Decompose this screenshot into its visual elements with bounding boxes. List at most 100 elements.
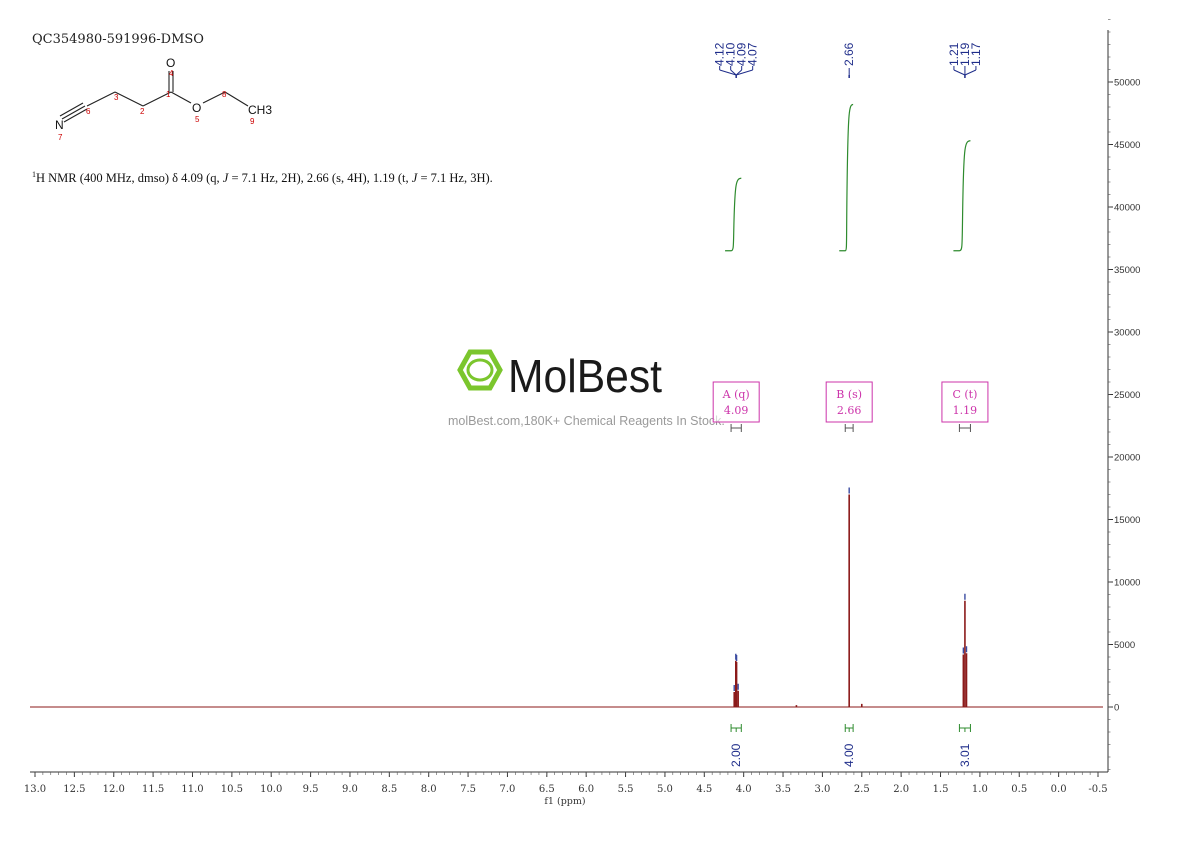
x-tick-label: 7.0	[499, 784, 515, 795]
summary-prefix: H NMR (400 MHz, dmso) δ 4.09 (q,	[36, 171, 223, 186]
peak-label-leader	[736, 69, 753, 76]
nmr-summary: 1H NMR (400 MHz, dmso) δ 4.09 (q, J = 7.…	[32, 170, 493, 186]
x-tick-label: 7.5	[460, 784, 476, 795]
peak-label: 4.12	[713, 42, 727, 66]
integral-curve	[953, 140, 971, 252]
x-tick-label: 13.0	[24, 784, 46, 795]
peak-label: 1.19	[958, 42, 972, 66]
atom-number: 5	[195, 115, 200, 124]
multiplet-box	[825, 381, 873, 423]
x-tick-label: 0.0	[1051, 784, 1067, 795]
multiplet-label: B (s)	[836, 388, 862, 401]
atom-number: 4	[169, 69, 174, 78]
peak-label-leader	[964, 69, 977, 76]
x-tick-label: 12.0	[103, 784, 125, 795]
atom-number: 3	[114, 93, 119, 102]
atom-number: 7	[58, 133, 63, 142]
peak-label: 1.17	[969, 42, 983, 66]
logo-hexagon-icon	[457, 349, 503, 391]
peak-label: 2.66	[842, 42, 856, 66]
x-tick-label: 1.5	[933, 784, 949, 795]
multiplet-boxes: A (q) 4.09 B (s) 2.66 C (t) 1.19	[712, 381, 989, 432]
x-tick-label: 9.0	[342, 784, 358, 795]
x-tick-label: 11.0	[181, 784, 203, 795]
multiplet-label: C (t)	[952, 388, 977, 401]
nucleus-mass-number: 1	[32, 170, 36, 179]
x-tick-label: 3.0	[814, 784, 830, 795]
peak-label-leader	[730, 69, 737, 76]
peak-label-leader	[953, 69, 966, 76]
x-tick-label: 5.5	[618, 784, 634, 795]
axes: 13.0 12.5 12.0 11.5 11.0 10.5 10.0 9.5 9.0 8.5 8.0…	[24, 19, 1140, 807]
atom-o-ester-label: O	[192, 101, 201, 115]
logo-wordmark: MolBest	[508, 350, 662, 402]
molbest-logo: MolBest	[457, 349, 662, 402]
atom-number: 9	[250, 117, 255, 126]
x-tick-label: 12.5	[63, 784, 85, 795]
peak-label: 4.10	[724, 42, 738, 66]
y-tick-label: 5000	[1114, 640, 1135, 651]
x-tick-label: 9.5	[303, 784, 319, 795]
x-tick-label: 2.5	[854, 784, 870, 795]
x-tick-label: 10.5	[221, 784, 243, 795]
x-tick-label: -0.5	[1088, 784, 1107, 795]
x-tick-label: 4.0	[736, 784, 752, 795]
x-tick-label: 2.0	[893, 784, 909, 795]
peak-label: 1.21	[947, 42, 961, 66]
peak-labels: 4.124.104.094.07 2.66 1.211.191.17	[713, 42, 983, 78]
y-tick-label: 20000	[1114, 453, 1140, 464]
peak-label: 4.07	[746, 42, 760, 66]
summary-mid-2: = 7.1 Hz, 3H).	[417, 171, 493, 186]
x-tick-label: 5.0	[657, 784, 673, 795]
x-axis-title: f1 (ppm)	[544, 796, 585, 807]
x-tick-label: 3.5	[775, 784, 791, 795]
y-tick-label: 40000	[1114, 203, 1140, 214]
peak-label: 4.09	[735, 42, 749, 66]
x-tick-label: 11.5	[142, 784, 164, 795]
y-tick-label: 30000	[1114, 328, 1140, 339]
integral-curve	[725, 177, 742, 252]
y-tick-label: 45000	[1114, 140, 1140, 151]
multiplet-box	[712, 381, 760, 423]
coupling-symbol-2: J	[411, 171, 418, 186]
multiplet-label: A (q)	[722, 388, 750, 401]
y-tick-label: 50000	[1114, 78, 1140, 89]
x-tick-label: 0.5	[1011, 784, 1027, 795]
y-tick-label: 15000	[1114, 515, 1140, 526]
x-tick-label: 10.0	[260, 784, 282, 795]
multiplet-shift: 1.19	[953, 404, 978, 417]
spectrum-peaks	[30, 487, 1103, 708]
logo-ring-icon	[466, 358, 494, 382]
x-tick-label: 1.0	[972, 784, 988, 795]
multiplet-shift: 4.09	[724, 404, 749, 417]
atom-ch3-label: CH3	[248, 103, 272, 117]
multiplet-box	[941, 381, 989, 423]
coupling-symbol-1: J	[222, 171, 229, 186]
integral-value: 3.01	[958, 743, 972, 767]
y-tick-label: 25000	[1114, 390, 1140, 401]
peak-label-leader	[735, 69, 743, 76]
y-tick-label: 10000	[1114, 578, 1140, 589]
atom-number: 1	[166, 90, 171, 99]
multiplet-shift: 2.66	[837, 404, 862, 417]
x-tick-label: 6.0	[578, 784, 594, 795]
integral-curves: 2.00 4.00 3.01	[725, 103, 972, 767]
chemical-structure: N 7 6 3 2 1 O 4 O 5 8 CH3 9	[55, 56, 272, 142]
x-tick-label: 8.0	[421, 784, 437, 795]
y-tick-label: 35000	[1114, 265, 1140, 276]
x-tick-label: 6.5	[539, 784, 555, 795]
peak-label-leader	[719, 69, 737, 76]
integral-curve	[839, 103, 854, 252]
atom-number: 6	[86, 107, 91, 116]
integral-value: 2.00	[729, 743, 743, 767]
x-tick-label: 8.5	[381, 784, 397, 795]
y-tick-label: 0	[1114, 703, 1119, 714]
sample-id: QC354980-591996-DMSO	[32, 32, 204, 47]
integral-value: 4.00	[842, 743, 856, 767]
x-tick-label: 4.5	[696, 784, 712, 795]
atom-o-carbonyl-label: O	[166, 56, 175, 70]
watermark-tagline: molBest.com,180K+ Chemical Reagents In S…	[448, 414, 725, 428]
atom-n-label: N	[55, 118, 64, 132]
atom-number: 8	[222, 90, 227, 99]
